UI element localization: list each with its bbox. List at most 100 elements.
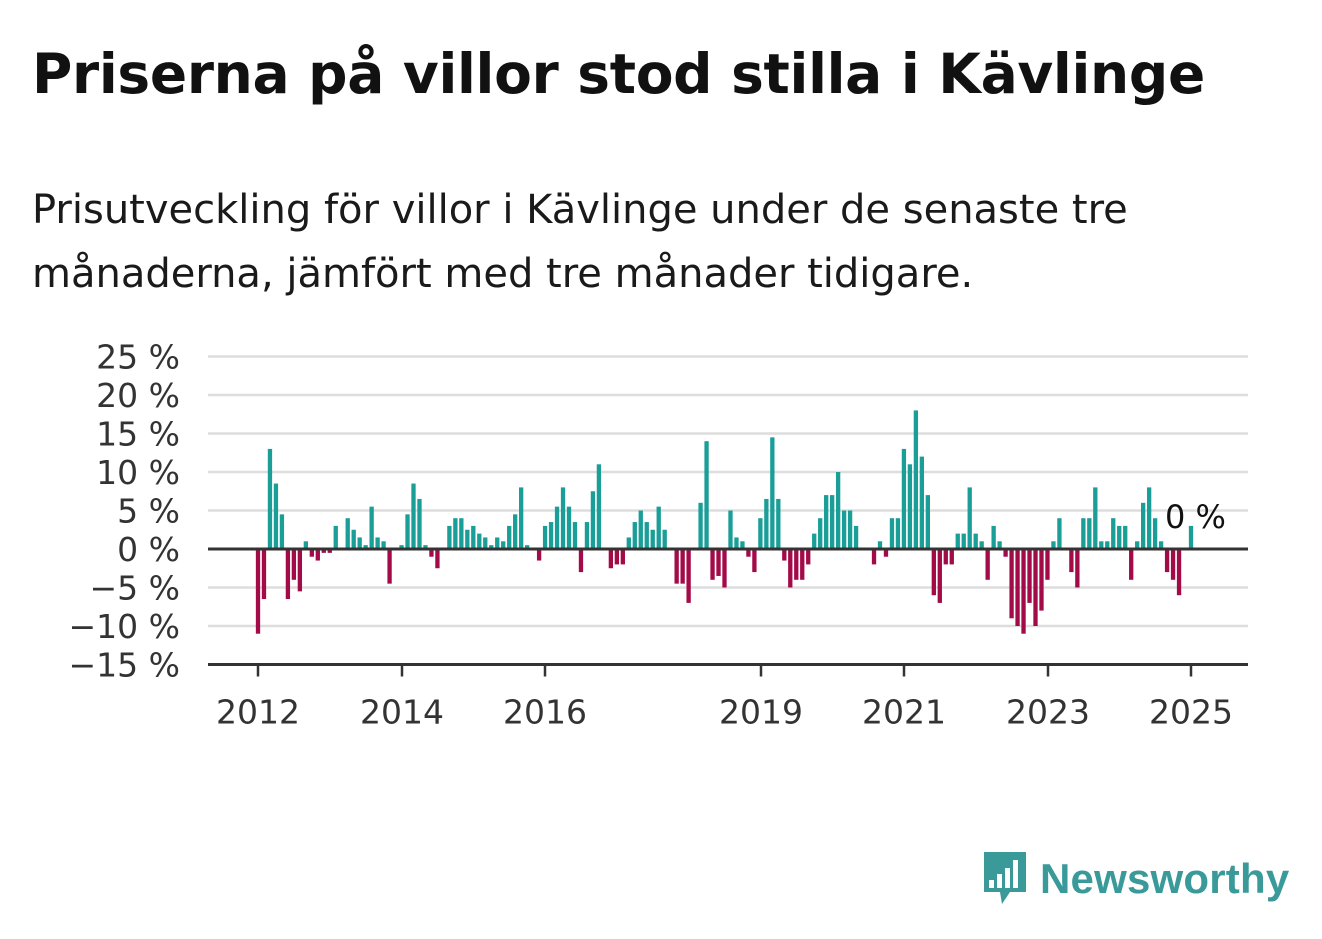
y-tick-label: 0 % [117, 530, 180, 569]
bar [596, 464, 602, 549]
y-tick-label: 10 % [96, 453, 180, 492]
bar [620, 549, 625, 565]
chart-title: Priserna på villor stod stilla i Kävling… [32, 42, 1205, 106]
y-tick-label: 25 % [96, 338, 180, 377]
bar [357, 537, 362, 549]
bar [459, 518, 464, 549]
bar [1021, 549, 1026, 634]
bar [925, 495, 930, 549]
bar [985, 549, 990, 580]
bar [764, 498, 769, 549]
bar [1129, 549, 1134, 580]
gridlines [208, 355, 1248, 628]
y-tick-label: −5 % [90, 569, 181, 608]
bar [901, 448, 907, 549]
bar [429, 549, 434, 557]
bar [536, 549, 542, 561]
bar [847, 510, 853, 549]
bar-chart: 25 %20 %15 %10 %5 %0 %−5 %−10 %−15 % 201… [69, 338, 1248, 732]
bar [1051, 541, 1056, 549]
bar [507, 525, 512, 549]
bar [788, 549, 793, 588]
bar [943, 549, 948, 565]
bar [812, 533, 817, 549]
x-tick-label: 2019 [719, 693, 803, 732]
bar [477, 533, 482, 549]
bar [501, 541, 506, 549]
y-tick-label: 15 % [96, 415, 180, 454]
bar [1170, 549, 1176, 580]
y-tick-label: 5 % [117, 492, 180, 531]
bar [955, 533, 960, 549]
bar [369, 506, 374, 549]
bar [644, 522, 649, 549]
y-tick-label: −15 % [69, 646, 181, 685]
bar [453, 518, 458, 549]
bar [722, 549, 727, 588]
bar [1069, 549, 1074, 573]
bar [979, 541, 984, 549]
bar [608, 549, 614, 569]
last-value-label: 0 % [1165, 498, 1226, 536]
bar [1075, 549, 1080, 588]
bar [626, 537, 631, 549]
bar [740, 541, 745, 549]
bar [1015, 549, 1020, 626]
bar [572, 522, 578, 549]
bar [632, 522, 637, 549]
bar [800, 549, 805, 580]
x-tick-label: 2016 [503, 693, 587, 732]
bar [584, 522, 590, 549]
bar [758, 518, 763, 549]
bar [871, 549, 877, 565]
bar [877, 541, 883, 549]
bar [471, 525, 476, 549]
bar [279, 514, 285, 549]
bar [1039, 549, 1044, 611]
bar [662, 529, 667, 549]
bar [752, 549, 757, 573]
bar [1105, 541, 1110, 549]
bar [1093, 487, 1098, 549]
bar [734, 537, 739, 549]
bar [704, 441, 709, 549]
y-axis-ticks: 25 %20 %15 %10 %5 %0 %−5 %−10 %−15 % [69, 338, 181, 685]
bar [997, 541, 1002, 549]
bar [542, 525, 548, 549]
bar [273, 483, 279, 549]
bar [387, 549, 392, 584]
bar [381, 541, 386, 549]
bar [417, 498, 422, 549]
x-tick-label: 2025 [1149, 693, 1233, 732]
bar [1099, 541, 1104, 549]
bar [1141, 502, 1146, 549]
bar [1158, 541, 1164, 549]
bar [285, 549, 291, 600]
bar [913, 410, 919, 549]
bar [1176, 549, 1182, 596]
x-tick-label: 2023 [1006, 693, 1090, 732]
bar [566, 506, 572, 549]
bar [794, 549, 799, 580]
bar [728, 510, 733, 549]
bar [776, 498, 781, 549]
bar [483, 537, 488, 549]
bar [710, 549, 715, 580]
bar [806, 549, 811, 565]
bar [638, 510, 643, 549]
bar [465, 529, 470, 549]
bar [1045, 549, 1050, 580]
bar [782, 549, 787, 561]
bar [405, 514, 410, 549]
bar [1009, 549, 1014, 619]
bar [411, 483, 416, 549]
y-tick-label: −10 % [69, 607, 181, 646]
bar [949, 549, 954, 565]
brand-name: Newsworthy [1040, 855, 1290, 902]
bar [1057, 518, 1062, 549]
bar [297, 549, 303, 592]
bar [889, 518, 895, 549]
bar [1164, 549, 1170, 573]
x-axis: 2012 2014 2016 2019 2021 2023 2025 [208, 547, 1248, 732]
bar [931, 549, 936, 596]
